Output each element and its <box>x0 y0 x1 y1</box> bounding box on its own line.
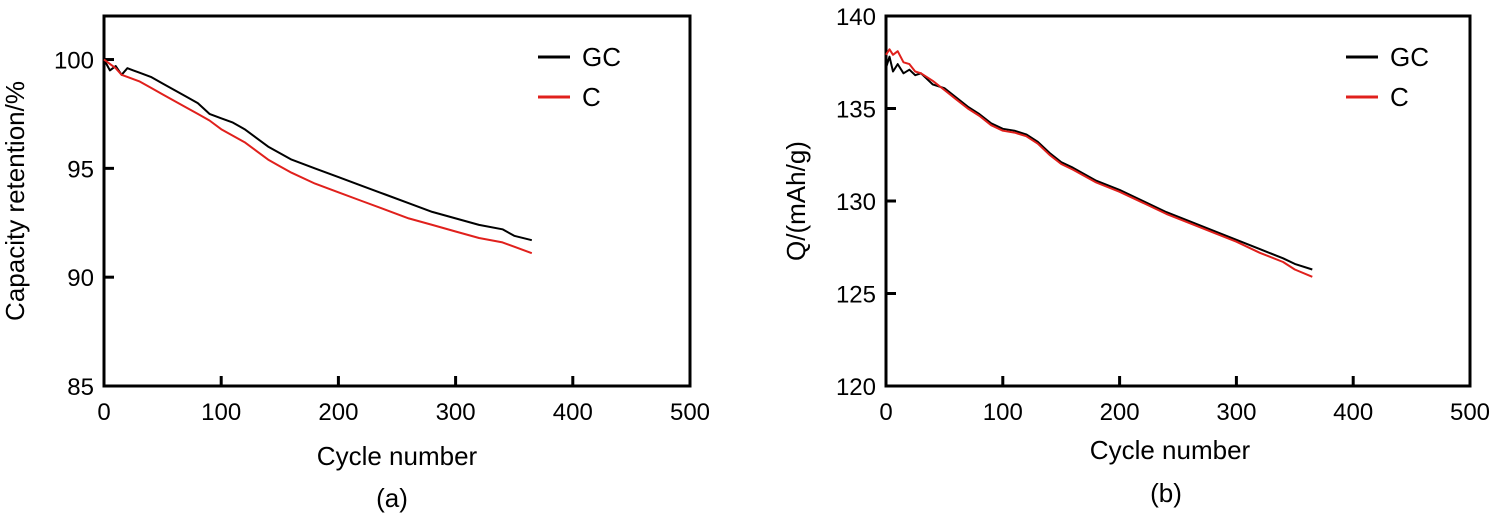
legend-label-c-a: C <box>582 82 601 112</box>
y-tick-label-a: 90 <box>67 265 94 292</box>
series-line-c-b <box>885 48 1313 278</box>
x-tick-label-b: 500 <box>1450 399 1490 426</box>
legend-label-gc-a: GC <box>582 42 621 72</box>
chart-panel-b: 0 100 200 300 400 500 120 125 130 135 140 Cycle num… <box>781 4 1490 508</box>
y-tick-label-a: 95 <box>67 156 94 183</box>
chart-panel-a: 0 100 200 300 400 500 85 90 95 100 Cycle number Cap… <box>0 14 710 513</box>
x-tick-label-a: 200 <box>318 399 358 426</box>
plot-frame-b <box>884 14 1472 388</box>
legend-label-gc-b: GC <box>1390 42 1429 72</box>
y-tick-label-b: 120 <box>836 374 876 401</box>
x-tick-label-b: 200 <box>1100 399 1140 426</box>
x-axis-label-b: Cycle number <box>1090 435 1251 465</box>
series-line-gc-b <box>885 55 1313 271</box>
y-tick-label-b: 130 <box>836 189 876 216</box>
panel-label-a: (a) <box>376 483 408 513</box>
y-axis-label-b: Q/(mAh/g) <box>781 141 811 261</box>
y-tick-label-b: 140 <box>836 4 876 31</box>
legend-label-c-b: C <box>1390 82 1409 112</box>
y-tick-label-a: 100 <box>54 48 94 75</box>
x-tick-label-a: 400 <box>553 399 593 426</box>
x-axis-label-a: Cycle number <box>317 441 478 471</box>
series-line-c-a <box>103 58 533 255</box>
x-tick-label-a: 100 <box>201 399 241 426</box>
y-tick-label-a: 85 <box>67 374 94 401</box>
x-tick-label-b: 0 <box>879 399 892 426</box>
y-axis-label-a: Capacity retention/% <box>0 81 30 321</box>
x-tick-label-a: 300 <box>436 399 476 426</box>
panel-label-b: (b) <box>1150 478 1182 508</box>
y-tick-label-b: 125 <box>836 282 876 309</box>
plot-frame-a <box>102 14 692 388</box>
x-tick-label-b: 300 <box>1216 399 1256 426</box>
x-tick-label-a: 500 <box>670 399 710 426</box>
x-tick-label-b: 100 <box>983 399 1023 426</box>
x-tick-label-a: 0 <box>97 399 110 426</box>
series-line-gc-a <box>103 59 533 242</box>
x-tick-label-b: 400 <box>1333 399 1373 426</box>
y-tick-label-b: 135 <box>836 97 876 124</box>
